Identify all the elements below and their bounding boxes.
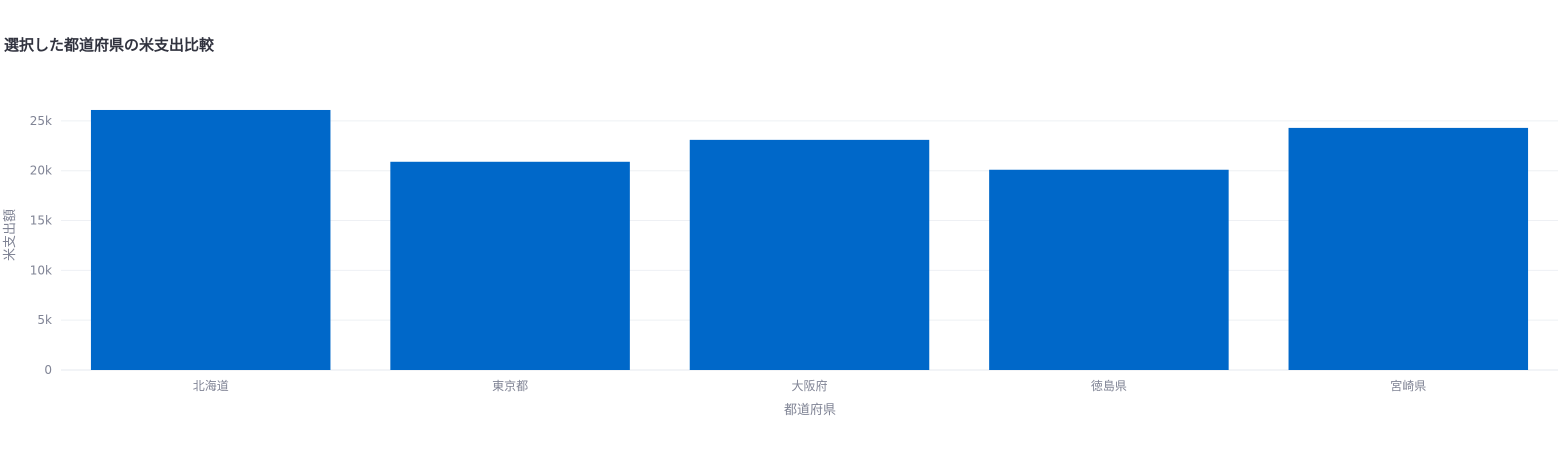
bar[interactable] [90, 109, 331, 370]
bar[interactable] [989, 169, 1229, 370]
x-axis-title: 都道府県 [784, 403, 836, 418]
bar[interactable] [390, 161, 630, 370]
bars [90, 109, 1529, 371]
x-tick-label: 宮崎県 [1390, 378, 1426, 393]
x-tick-label: 東京都 [492, 379, 528, 393]
y-tick-label: 20k [30, 164, 52, 178]
y-tick-label: 25k [30, 114, 52, 128]
y-axis-title: 米支出額 [3, 209, 18, 261]
y-tick-label: 0 [44, 363, 52, 377]
x-axis-ticks: 北海道 東京都 大阪府 徳島県 宮崎県 [193, 378, 1427, 393]
x-tick-label: 徳島県 [1091, 378, 1127, 393]
x-tick-label: 北海道 [193, 378, 229, 393]
x-tick-label: 大阪府 [791, 378, 827, 393]
y-tick-label: 15k [30, 214, 52, 228]
y-axis-ticks: 0 5k 10k 15k 20k 25k [30, 114, 52, 377]
y-tick-label: 10k [30, 263, 52, 277]
bar[interactable] [689, 139, 930, 370]
y-tick-label: 5k [37, 313, 52, 327]
bar[interactable] [1288, 127, 1529, 371]
chart-title: 選択した都道府県の米支出比較 [4, 36, 215, 54]
